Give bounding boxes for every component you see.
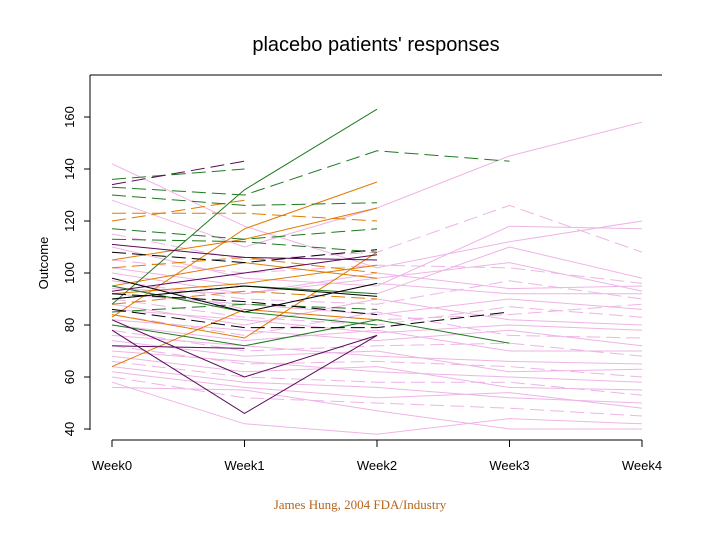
series-line-g5 [111,228,378,240]
series-line-p26 [111,376,643,417]
y-tick-label-100: 100 [62,262,77,284]
series-line-k5 [111,285,378,300]
series-line-p18 [111,334,643,365]
series-line-g2 [111,150,510,196]
y-tick-label-160: 160 [62,106,77,128]
series-line-p27 [111,381,643,435]
series-line-p15 [111,319,643,347]
series-line-p24 [111,366,643,404]
series-line-o10 [111,308,378,368]
series-line-p19 [111,340,643,373]
series-line-p22 [111,355,643,391]
series-line-p25 [111,371,643,409]
series-line-p28 [111,386,642,430]
series-line-o4 [111,207,378,261]
y-axis-label: Outcome [36,237,51,290]
series-line-g4 [111,168,245,180]
series-line-p13 [111,308,643,334]
series-line-p1 [111,163,643,269]
series-line-u1 [111,160,245,186]
series-line-k1 [111,293,378,316]
series-line-o1 [111,181,378,318]
series-line-p20 [111,345,643,378]
series-line-k2 [111,249,378,264]
series-line-p2 [111,121,643,248]
series-line-g1 [111,108,378,305]
series-line-p8 [111,280,643,305]
series-line-u5 [111,329,378,414]
series-line-o7 [111,264,378,295]
series-line-g9 [111,319,510,347]
series-line-o8 [111,290,378,305]
y-tick-label-60: 60 [62,370,77,384]
y-tick-label-140: 140 [62,158,77,180]
x-tick-label-Week4: Week4 [622,458,662,473]
y-tick-label-80: 80 [62,318,77,332]
y-axis: 40 60 80 100 120 140 160 [62,106,90,436]
series-layer [111,108,643,435]
series-line-p4 [111,225,643,287]
series-line-g6 [111,238,378,253]
series-line-o9 [111,251,378,339]
series-line-g8 [111,303,378,313]
series-line-u2 [111,243,378,261]
y-tick-label-120: 120 [62,210,77,232]
series-line-p17 [111,329,643,357]
series-line-p6 [111,246,643,295]
series-line-u4 [111,319,378,378]
series-line-o3 [111,199,245,222]
y-tick-label-40: 40 [62,422,77,436]
series-line-p23 [111,360,643,396]
series-line-u6 [111,345,245,349]
x-tick-label-Week1: Week1 [224,458,264,473]
x-tick-label-Week3: Week3 [489,458,529,473]
series-line-g3 [111,194,378,206]
x-tick-label-Week0: Week0 [92,458,132,473]
chart-title: placebo patients' responses [252,34,499,56]
series-line-p16 [111,324,642,352]
x-axis: Week0 Week1 Week2 Week3 Week4 [92,439,662,473]
x-tick-label-Week2: Week2 [357,458,397,473]
source-credit: James Hung, 2004 FDA/Industry [273,497,447,512]
series-line-u3 [111,254,378,292]
series-line-k4 [111,308,510,329]
